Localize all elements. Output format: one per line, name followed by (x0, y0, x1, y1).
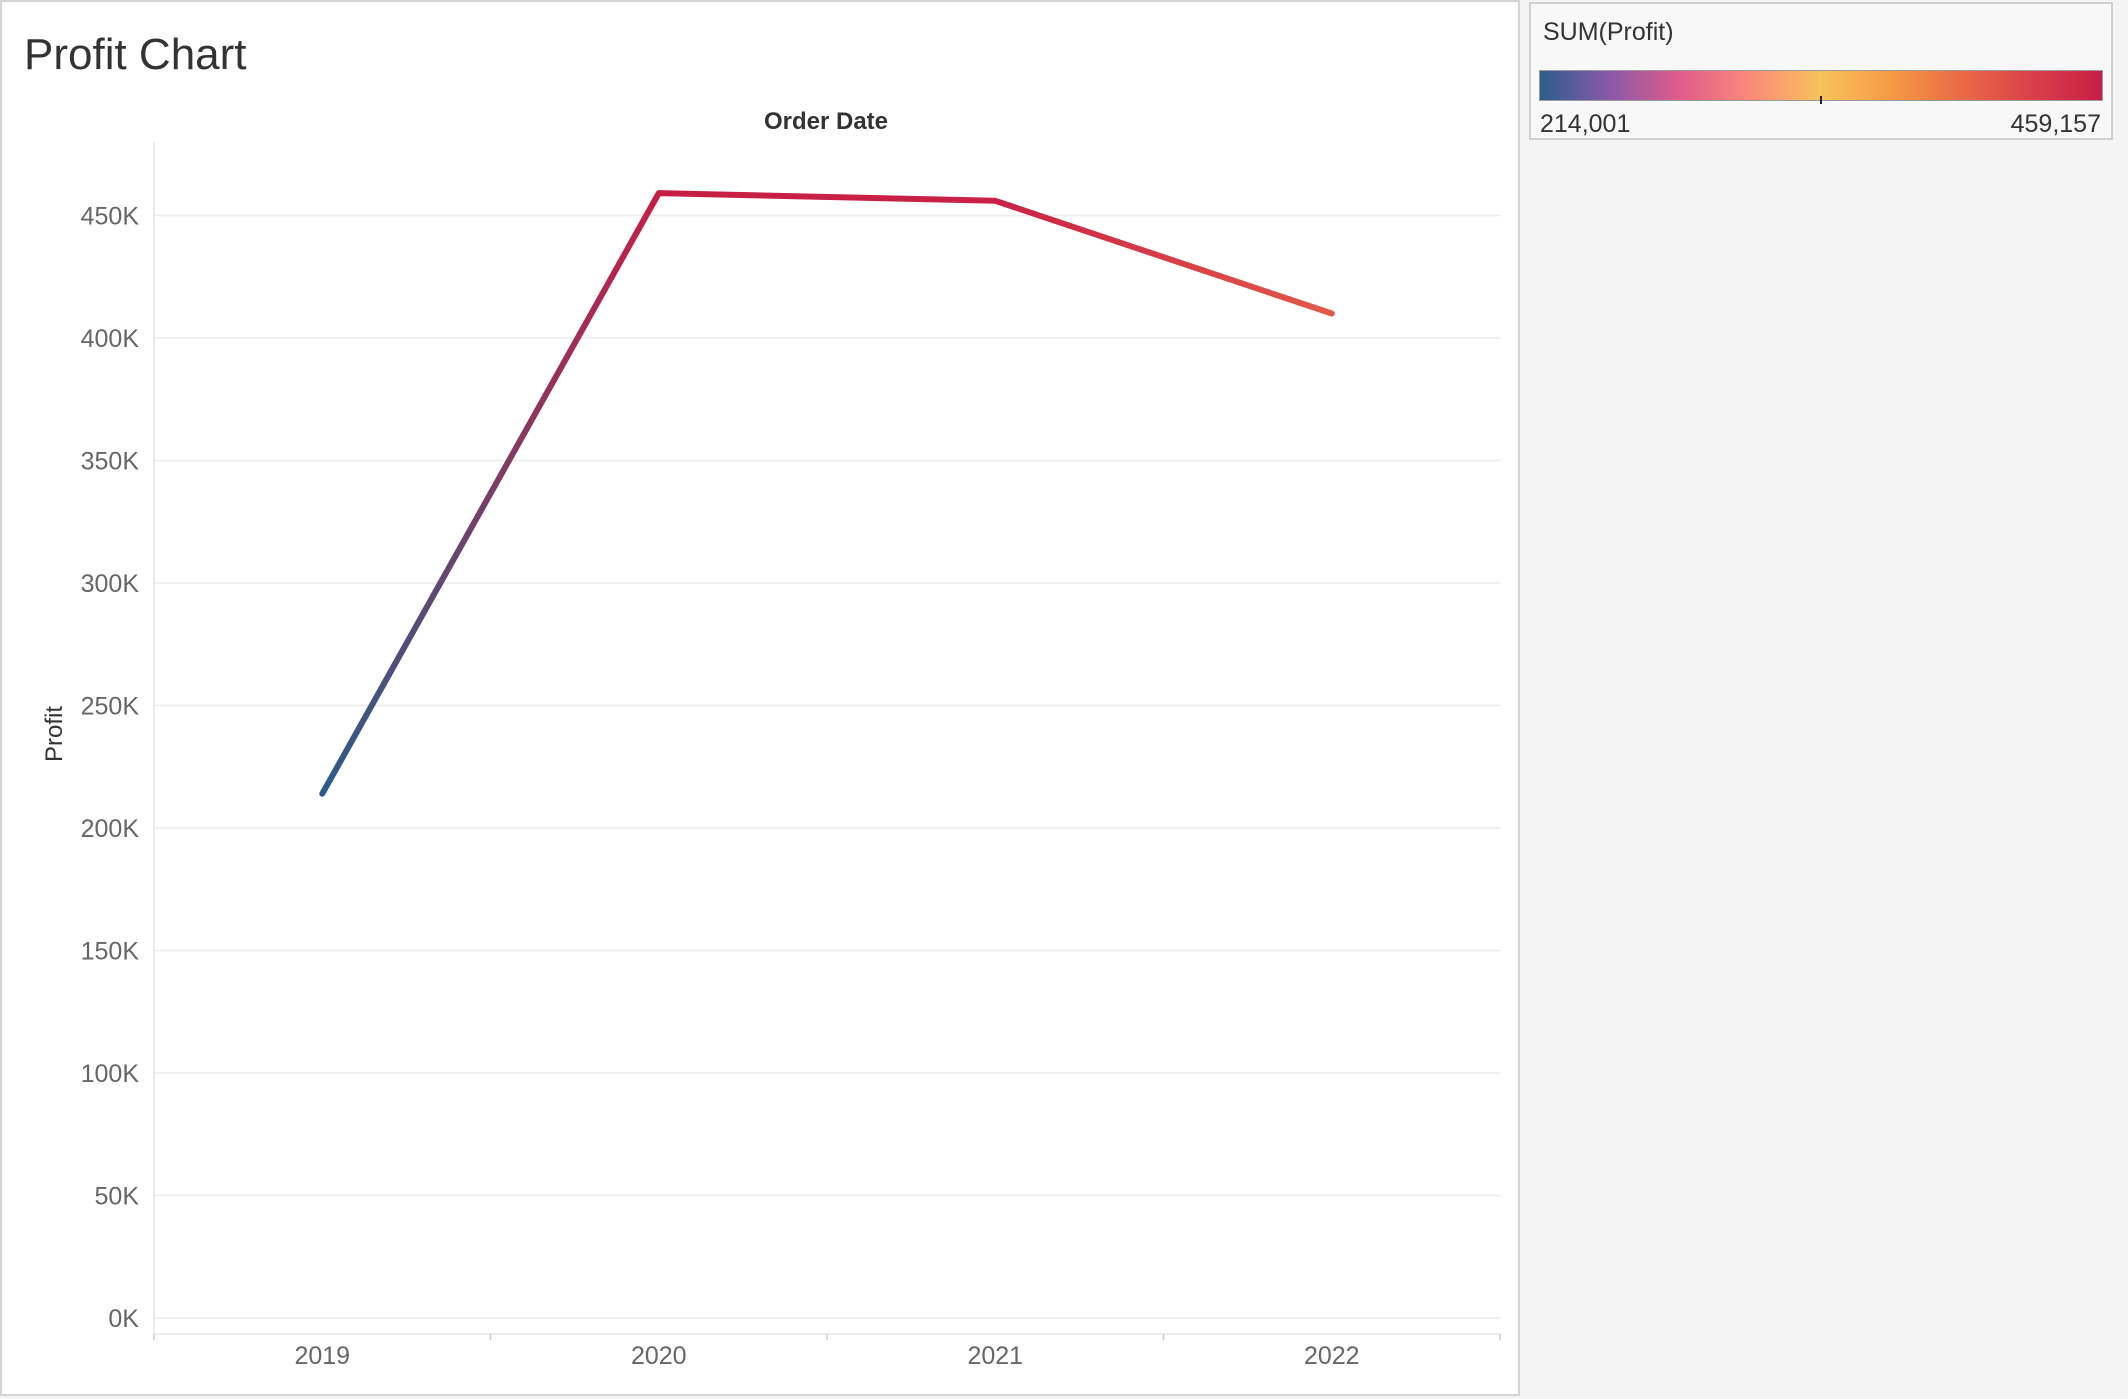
chart-panel: Profit Chart Order Date Profit 0K 50K 100K… (0, 0, 1520, 1396)
y-tick-label: 200K (81, 815, 140, 843)
legend-title: SUM(Profit) (1543, 18, 1674, 46)
y-tick-label: 400K (81, 325, 140, 353)
top-axis-label: Order Date (764, 108, 888, 135)
y-tick-label: 50K (95, 1183, 140, 1211)
y-tick-label: 150K (81, 938, 140, 966)
series-line[interactable] (319, 190, 1335, 797)
legend-marker (1820, 96, 1822, 104)
x-tick-label: 2022 (1304, 1342, 1360, 1370)
legend-min-label: 214,001 (1540, 110, 1631, 138)
y-tick-label: 450K (81, 203, 140, 231)
x-tick-label: 2019 (294, 1342, 350, 1370)
x-tick-label: 2021 (967, 1342, 1023, 1370)
y-tick-label: 300K (81, 570, 140, 598)
gridlines (153, 142, 1500, 1335)
legend-max-label: 459,157 (2010, 110, 2101, 138)
y-tick-label: 100K (81, 1060, 140, 1088)
y-tick-label: 250K (81, 693, 140, 721)
chart-title: Profit Chart (24, 30, 247, 79)
legend-color-ramp (1539, 70, 2103, 101)
y-axis-label: Profit (41, 706, 68, 762)
y-axis-ticks: 0K 50K 100K 150K 200K 250K 300K 350K 400K 450K (81, 203, 140, 1334)
profit-line-chart: Profit Chart Order Date Profit 0K 50K 100K… (24, 30, 1501, 1370)
y-tick-label: 0K (108, 1305, 139, 1333)
series-line-layer (319, 190, 1335, 797)
x-tick-label: 2020 (631, 1342, 687, 1370)
x-axis-ticks: 2019 2020 2021 2022 (153, 1334, 1501, 1370)
y-tick-label: 350K (81, 448, 140, 476)
color-legend[interactable]: SUM(Profit) 214,001 459,157 (1529, 2, 2113, 140)
